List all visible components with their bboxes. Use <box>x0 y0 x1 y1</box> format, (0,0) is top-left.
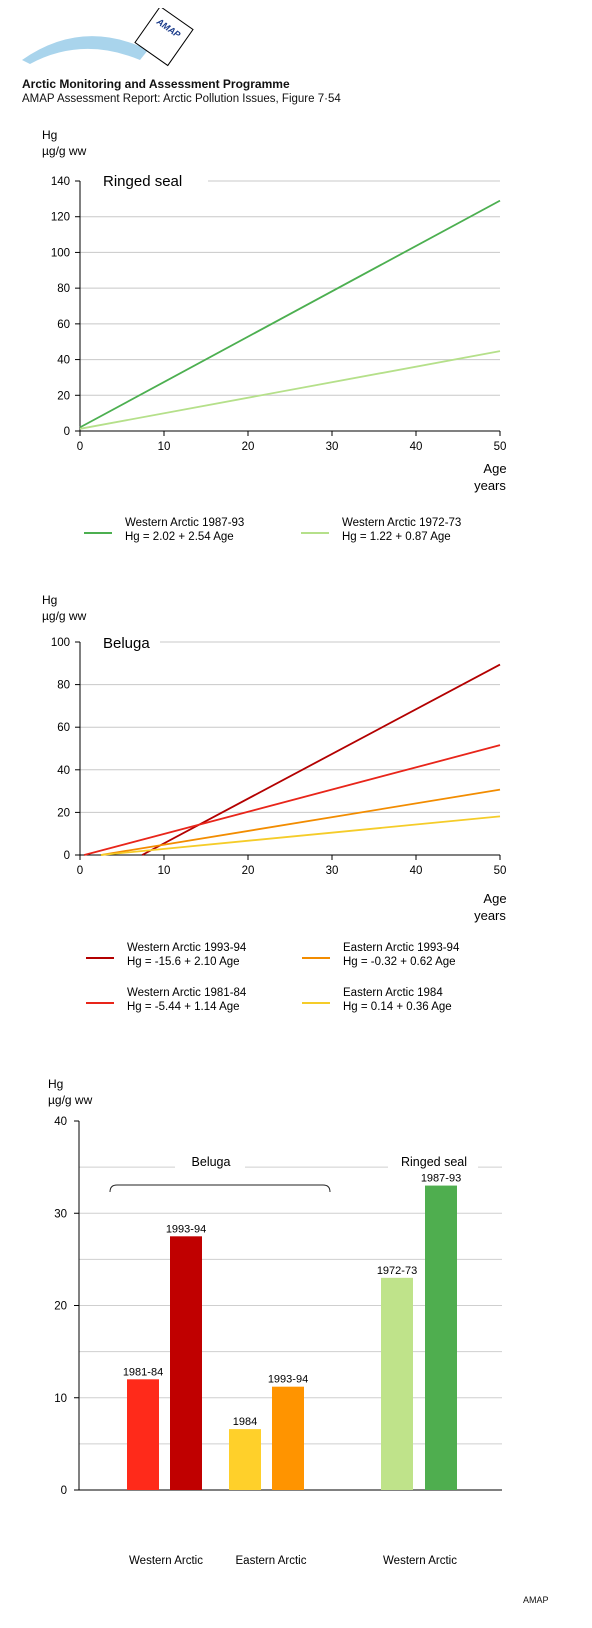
legend-equation-eastern-1993-94: Hg = -0.32 + 0.62 Age <box>343 956 456 968</box>
grid-lines <box>80 641 500 813</box>
axis-ticks: 0 20 40 60 80 100 120 140 0 10 20 30 40 50 <box>51 176 507 453</box>
logo-arc <box>22 36 148 64</box>
y-axis-label-unit: µg/g ww <box>48 1093 93 1107</box>
beluga-label-bg <box>175 1152 245 1170</box>
x-axis-label-age: Age <box>483 461 506 476</box>
y-tick-label: 0 <box>64 850 70 862</box>
legend-equation-western-1981-84: Hg = -5.44 + 1.14 Age <box>127 1001 240 1013</box>
bar <box>170 1236 202 1490</box>
y-tick-label: 100 <box>51 247 70 259</box>
grid-lines <box>80 180 500 396</box>
x-axis-label-years: years <box>474 908 506 923</box>
ringed-seal-chart: Hg µg/g ww Ringed seal 02040608010012014… <box>42 128 507 543</box>
logo-card <box>134 8 194 67</box>
y-axis-label-hg: Hg <box>42 593 57 607</box>
category-label-seal-western: Western Arctic <box>383 1555 457 1567</box>
legend-label-western-1993-94: Western Arctic 1993-94 <box>127 942 247 954</box>
legend-label-eastern-1993-94: Eastern Arctic 1993-94 <box>343 942 460 954</box>
legend: Western Arctic 1993-94 Hg = -15.6 + 2.10… <box>86 942 460 1013</box>
x-tick-label: 0 <box>77 865 83 877</box>
legend-label-eastern-1984: Eastern Arctic 1984 <box>343 987 443 999</box>
y-tick-label: 40 <box>54 1116 67 1128</box>
bar <box>381 1277 413 1490</box>
series-lines <box>79 199 501 430</box>
header-title: Arctic Monitoring and Assessment Program… <box>22 77 290 91</box>
amap-logo: AMAP <box>22 8 194 67</box>
beluga-chart: Hg µg/g ww Beluga 0 20 40 60 80 100 0 10 20 30 40 5… <box>42 593 507 1013</box>
y-axis-label-hg: Hg <box>48 1077 63 1091</box>
y-tick-label: 120 <box>51 212 70 224</box>
x-axis-label-age: Age <box>483 891 506 906</box>
bar-label: 1981-84 <box>123 1366 163 1378</box>
x-tick-label: 30 <box>326 865 339 877</box>
bar <box>272 1386 304 1490</box>
bar-label: 1987-93 <box>421 1173 461 1185</box>
header-subtitle: AMAP Assessment Report: Arctic Pollution… <box>22 93 341 105</box>
x-tick-label: 0 <box>77 441 83 453</box>
y-tick-label: 80 <box>57 680 70 692</box>
legend: Western Arctic 1987-93 Hg = 2.02 + 2.54 … <box>84 517 461 543</box>
beluga-bracket <box>109 1184 331 1193</box>
category-label-beluga-western: Western Arctic <box>129 1555 203 1567</box>
bar <box>127 1379 159 1490</box>
legend-equation-western-1993-94: Hg = -15.6 + 2.10 Age <box>127 956 240 968</box>
y-tick-label: 20 <box>57 390 70 402</box>
chart-title: Beluga <box>103 635 150 652</box>
y-axis-label-unit: µg/g ww <box>42 609 87 623</box>
x-tick-label: 10 <box>158 865 171 877</box>
chart-title: Ringed seal <box>103 173 182 190</box>
y-tick-label: 40 <box>57 765 70 777</box>
legend-equation-eastern-1984: Hg = 0.14 + 0.36 Age <box>343 1001 452 1013</box>
series-line <box>100 815 501 856</box>
x-tick-label: 20 <box>242 865 255 877</box>
legend-label-western-1987-93: Western Arctic 1987-93 <box>125 517 244 529</box>
footer-credit: AMAP <box>523 1595 549 1605</box>
category-label-eastern: Eastern Arctic <box>236 1555 307 1567</box>
bar-label: 1972-73 <box>377 1265 417 1277</box>
series-line <box>79 350 501 430</box>
bars: 1981-84 1993-94 1984 1993-94 1972-73 1987-93 <box>123 1173 461 1490</box>
x-tick-label: 30 <box>326 441 339 453</box>
y-tick-label: 10 <box>54 1393 67 1405</box>
x-tick-label: 50 <box>494 865 507 877</box>
group-label-ringed-seal: Ringed seal <box>401 1155 467 1169</box>
bar <box>229 1429 261 1490</box>
y-tick-label: 0 <box>61 1485 67 1497</box>
x-tick-label: 40 <box>410 865 423 877</box>
y-tick-label: 30 <box>54 1208 67 1220</box>
y-tick-label: 20 <box>57 807 70 819</box>
y-tick-label: 140 <box>51 176 70 188</box>
group-label-beluga: Beluga <box>192 1155 231 1169</box>
y-tick-label: 40 <box>57 355 70 367</box>
y-tick-label: 60 <box>57 722 70 734</box>
bar <box>425 1185 457 1490</box>
bar-label: 1993-94 <box>268 1374 308 1386</box>
y-axis-label-hg: Hg <box>42 128 57 142</box>
x-tick-label: 20 <box>242 441 255 453</box>
series-line <box>79 199 501 429</box>
series-lines <box>83 663 501 856</box>
legend-equation-western-1972-73: Hg = 1.22 + 0.87 Age <box>342 531 451 543</box>
x-tick-label: 10 <box>158 441 171 453</box>
ringed-seal-label-bg <box>388 1152 478 1170</box>
legend-equation-western-1987-93: Hg = 2.02 + 2.54 Age <box>125 531 234 543</box>
bar-label: 1984 <box>233 1416 257 1428</box>
series-line <box>83 744 501 856</box>
x-axis-label-years: years <box>474 478 506 493</box>
y-tick-label: 80 <box>57 283 70 295</box>
legend-label-western-1981-84: Western Arctic 1981-84 <box>127 987 247 999</box>
series-line <box>100 788 501 856</box>
y-tick-label: 100 <box>51 637 70 649</box>
legend-label-western-1972-73: Western Arctic 1972-73 <box>342 517 461 529</box>
x-tick-label: 40 <box>410 441 423 453</box>
y-tick-label: 0 <box>64 426 70 438</box>
y-tick-label: 60 <box>57 319 70 331</box>
y-axis-label-unit: µg/g ww <box>42 144 87 158</box>
bar-label: 1993-94 <box>166 1223 206 1235</box>
y-tick-label: 20 <box>54 1301 67 1313</box>
x-tick-label: 50 <box>494 441 507 453</box>
axis-ticks: 0 20 40 60 80 100 0 10 20 30 40 50 <box>51 637 507 877</box>
